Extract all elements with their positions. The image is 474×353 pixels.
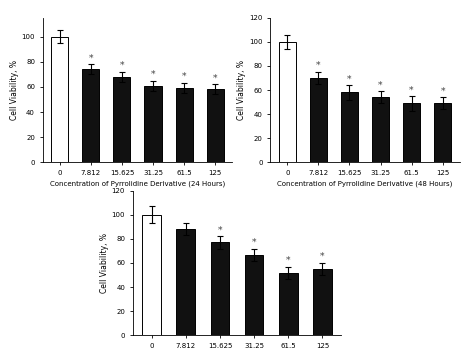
Text: *: * (119, 61, 124, 70)
Bar (341, 92, 358, 162)
Bar (82, 69, 100, 162)
Bar (51, 36, 68, 162)
Bar (313, 269, 332, 335)
Bar (403, 103, 420, 162)
Text: *: * (378, 80, 383, 89)
Bar (279, 273, 298, 335)
Bar (210, 243, 229, 335)
Text: *: * (213, 73, 218, 83)
Text: *: * (182, 72, 186, 81)
Bar (145, 86, 162, 162)
Bar (245, 255, 264, 335)
Bar (176, 229, 195, 335)
X-axis label: Concentration of Pyrrolidine Derivative (24 Hours): Concentration of Pyrrolidine Derivative … (50, 180, 225, 187)
Text: *: * (89, 53, 93, 62)
Bar (434, 103, 451, 162)
Text: *: * (218, 226, 222, 235)
Text: *: * (252, 238, 256, 247)
Text: *: * (151, 70, 155, 79)
Bar (113, 77, 130, 162)
Bar (175, 88, 192, 162)
Bar (207, 89, 224, 162)
Text: *: * (440, 86, 445, 95)
X-axis label: Concentration of Pyrrolidine Derivative (48 Hours): Concentration of Pyrrolidine Derivative … (277, 180, 453, 187)
Y-axis label: Cell Viability, %: Cell Viability, % (10, 60, 19, 120)
Bar (279, 42, 296, 162)
Bar (372, 97, 389, 162)
Y-axis label: Cell Viability, %: Cell Viability, % (100, 233, 109, 293)
Text: *: * (320, 252, 325, 261)
Text: *: * (347, 74, 352, 83)
Y-axis label: Cell Viability, %: Cell Viability, % (237, 60, 246, 120)
Text: *: * (410, 85, 414, 94)
Text: *: * (286, 256, 291, 265)
Bar (142, 215, 161, 335)
Text: *: * (316, 61, 320, 70)
Bar (310, 78, 327, 162)
